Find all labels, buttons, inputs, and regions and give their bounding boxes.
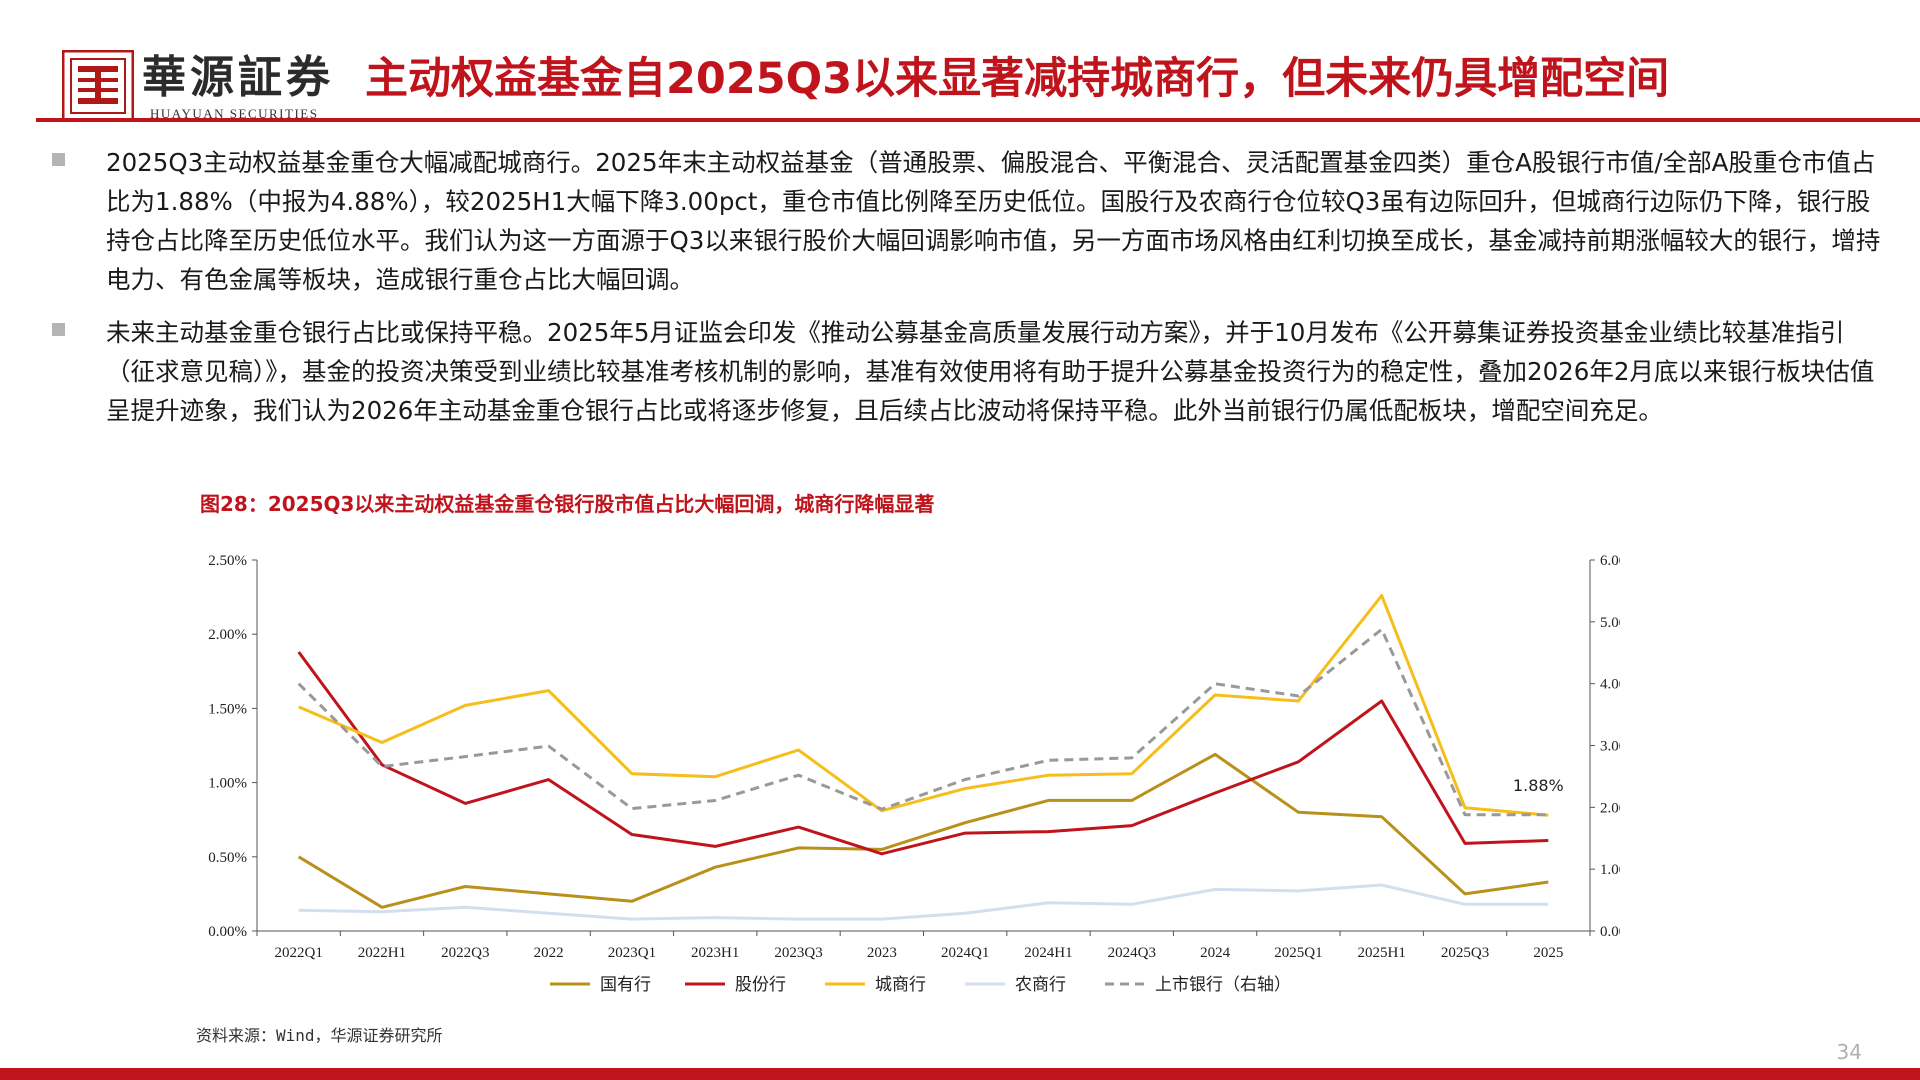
x-tick-label: 2022Q3	[441, 945, 489, 961]
x-tick-label: 2022	[534, 945, 564, 961]
y-right-tick-label: 4.00%	[1600, 677, 1620, 693]
title-divider	[36, 118, 1920, 122]
x-tick-label: 2025Q1	[1274, 945, 1322, 961]
bullet-item: 2025Q3主动权益基金重仓大幅减配城商行。2025年末主动权益基金（普通股票、…	[48, 143, 1890, 303]
x-tick-label: 2024H1	[1024, 945, 1072, 961]
legend-entry: 股份行	[735, 975, 786, 995]
y-right-tick-label: 2.00%	[1600, 800, 1620, 816]
bullet-text: 2025Q3主动权益基金重仓大幅减配城商行。2025年末主动权益基金（普通股票、…	[106, 148, 1881, 294]
y-left-tick-label: 1.00%	[208, 776, 247, 792]
line-chart: 0.00% 0.50% 1.00% 1.50% 2.00% 2.50% 0.00% 1.00%…	[208, 553, 1620, 995]
y-left-tick-label: 0.50%	[208, 850, 247, 866]
huayuan-logo-icon	[62, 50, 134, 122]
x-tick-label: 2022H1	[358, 945, 406, 961]
x-tick-label: 2025Q3	[1441, 945, 1489, 961]
brand-name-english: HUAYUAN SECURITIES	[150, 106, 319, 121]
y-right-tick-label: 5.00%	[1600, 615, 1620, 631]
series-line-0	[297, 752, 1549, 909]
y-left-tick-label: 2.50%	[208, 553, 247, 569]
legend-entry: 城商行	[875, 975, 926, 995]
source-note: 资料来源：Wind，华源证券研究所	[196, 1026, 443, 1045]
figure-title: 图28：2025Q3以来主动权益基金重仓银行股市值占比大幅回调，城商行降幅显著	[200, 492, 935, 516]
y-left-tick-label: 0.00%	[208, 924, 247, 940]
x-tick-label: 2023Q3	[774, 945, 822, 961]
series-line-1	[297, 651, 1549, 856]
x-tick-label: 2023	[867, 945, 897, 961]
legend-entry: 上市银行（右轴）	[1155, 975, 1291, 995]
footer-bar	[0, 1068, 1920, 1080]
y-right-tick-label: 0.00%	[1600, 924, 1620, 940]
series-line-4	[297, 627, 1549, 817]
bullet-text: 未来主动基金重仓银行占比或保持平稳。2025年5月证监会印发《推动公募基金高质量…	[106, 318, 1875, 425]
x-tick-label: 2025	[1533, 945, 1563, 961]
y-left-tick-label: 1.50%	[208, 701, 247, 717]
legend-entry: 农商行	[1015, 975, 1066, 995]
x-tick-label: 2023H1	[691, 945, 739, 961]
page-title: 主动权益基金自2025Q3以来显著减持城商行，但未来仍具增配空间	[365, 54, 1670, 104]
series-line-2	[298, 594, 1549, 817]
series-line-3	[298, 883, 1549, 921]
brand-name: 華源証券	[142, 52, 334, 103]
y-right-tick-label: 3.00%	[1600, 739, 1620, 755]
x-tick-label: 2024Q3	[1108, 945, 1156, 961]
y-right-tick-label: 1.00%	[1600, 862, 1620, 878]
bullet-item: 未来主动基金重仓银行占比或保持平稳。2025年5月证监会印发《推动公募基金高质量…	[48, 313, 1890, 473]
x-tick-label: 2025H1	[1358, 945, 1406, 961]
legend-entry: 国有行	[600, 975, 651, 995]
x-tick-label: 2024Q1	[941, 945, 989, 961]
x-tick-label: 2023Q1	[608, 945, 656, 961]
x-tick-label: 2022Q1	[274, 945, 322, 961]
data-annotation-label: 1.88%	[1513, 776, 1564, 795]
bullet-square-icon	[52, 323, 65, 336]
bullet-square-icon	[52, 153, 65, 166]
y-right-tick-label: 6.00%	[1600, 553, 1620, 569]
y-left-tick-label: 2.00%	[208, 627, 247, 643]
page-number: 34	[1836, 1040, 1862, 1064]
x-tick-label: 2024	[1200, 945, 1231, 961]
